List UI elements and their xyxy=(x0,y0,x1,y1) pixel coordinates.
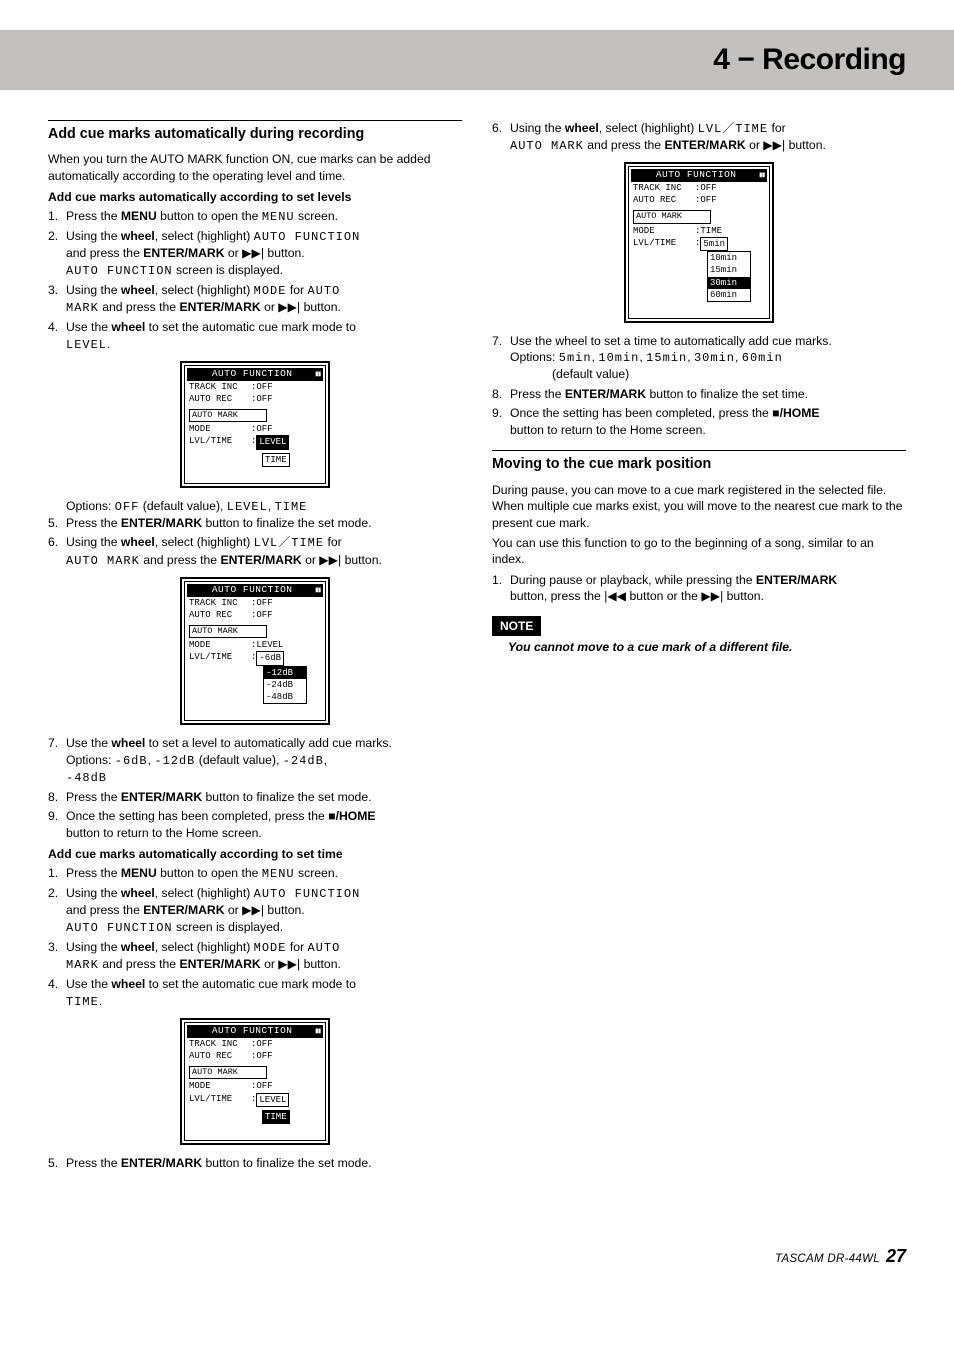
step-num: 2. xyxy=(48,228,66,279)
step-num: 7. xyxy=(492,333,510,383)
options-text: Options: OFF (default value), LEVEL, TIM… xyxy=(48,498,462,515)
section-heading-moving: Moving to the cue mark position xyxy=(492,450,906,474)
lcd-screenshot-mode-time-select: AUTO FUNCTION TRACK INC:OFF AUTO REC:OFF… xyxy=(180,1018,330,1145)
step-text: Press the ENTER/MARK button to finalize … xyxy=(66,515,462,531)
step-text: Press the MENU button to open the MENU s… xyxy=(66,208,462,225)
footer-page-number: 27 xyxy=(886,1244,906,1268)
step-text: Use the wheel to set a level to automati… xyxy=(66,735,462,786)
battery-icon xyxy=(314,368,320,381)
step-num: 8. xyxy=(48,789,66,805)
step-text: Once the setting has been completed, pre… xyxy=(66,808,462,841)
note-label: NOTE xyxy=(492,616,541,636)
step-text: Using the wheel, select (highlight) LVL／… xyxy=(510,120,906,154)
step-text: Use the wheel to set the automatic cue m… xyxy=(66,319,462,353)
step-text: During pause or playback, while pressing… xyxy=(510,572,906,605)
left-column: Add cue marks automatically during recor… xyxy=(48,120,462,1174)
step-num: 8. xyxy=(492,386,510,402)
body-text: You can use this function to go to the b… xyxy=(492,535,906,568)
step-num: 4. xyxy=(48,976,66,1010)
step-num: 1. xyxy=(492,572,510,605)
step-num: 6. xyxy=(492,120,510,154)
step-text: Press the ENTER/MARK button to finalize … xyxy=(510,386,906,402)
step-num: 9. xyxy=(492,405,510,438)
chapter-banner: 4 − Recording xyxy=(0,30,954,90)
step-num: 5. xyxy=(48,515,66,531)
chapter-title: 4 − Recording xyxy=(713,40,906,81)
step-text: Use the wheel to set the automatic cue m… xyxy=(66,976,462,1010)
step-text: Once the setting has been completed, pre… xyxy=(510,405,906,438)
step-text: Press the MENU button to open the MENU s… xyxy=(66,865,462,882)
intro-text: When you turn the AUTO MARK function ON,… xyxy=(48,151,462,184)
footer-model: TASCAM DR-44WL xyxy=(775,1252,880,1268)
step-text: Using the wheel, select (highlight) AUTO… xyxy=(66,885,462,936)
step-text: Using the wheel, select (highlight) AUTO… xyxy=(66,228,462,279)
battery-icon xyxy=(758,169,764,182)
lcd-screenshot-mode-off: AUTO FUNCTION TRACK INC:OFF AUTO REC:OFF… xyxy=(180,361,330,488)
step-text: Using the wheel, select (highlight) MODE… xyxy=(66,939,462,973)
step-num: 9. xyxy=(48,808,66,841)
step-num: 6. xyxy=(48,534,66,568)
step-text: Press the ENTER/MARK button to finalize … xyxy=(66,789,462,805)
step-text: Press the ENTER/MARK button to finalize … xyxy=(66,1155,462,1171)
note-text: You cannot move to a cue mark of a diffe… xyxy=(492,639,906,655)
step-num: 5. xyxy=(48,1155,66,1171)
step-num: 2. xyxy=(48,885,66,936)
step-num: 3. xyxy=(48,939,66,973)
lcd-screenshot-time-options: AUTO FUNCTION TRACK INC:OFF AUTO REC:OFF… xyxy=(624,162,774,322)
lcd-screenshot-level-db: AUTO FUNCTION TRACK INC:OFF AUTO REC:OFF… xyxy=(180,577,330,725)
step-text: Using the wheel, select (highlight) LVL／… xyxy=(66,534,462,568)
step-num: 4. xyxy=(48,319,66,353)
subheading-time: Add cue marks automatically according to… xyxy=(48,846,462,862)
page-footer: TASCAM DR-44WL 27 xyxy=(48,1244,906,1268)
subheading-levels: Add cue marks automatically according to… xyxy=(48,189,462,205)
right-column: 6.Using the wheel, select (highlight) LV… xyxy=(492,120,906,1174)
step-num: 1. xyxy=(48,208,66,225)
step-num: 7. xyxy=(48,735,66,786)
battery-icon xyxy=(314,1025,320,1038)
step-num: 1. xyxy=(48,865,66,882)
section-heading-auto-cue: Add cue marks automatically during recor… xyxy=(48,120,462,144)
step-text: Using the wheel, select (highlight) MODE… xyxy=(66,282,462,316)
body-text: During pause, you can move to a cue mark… xyxy=(492,482,906,531)
battery-icon xyxy=(314,584,320,597)
step-num: 3. xyxy=(48,282,66,316)
step-text: Use the wheel to set a time to automatic… xyxy=(510,333,906,383)
